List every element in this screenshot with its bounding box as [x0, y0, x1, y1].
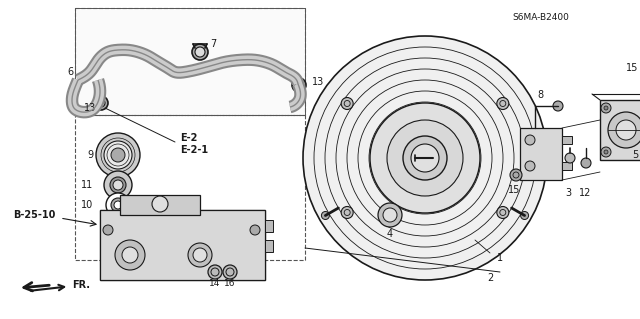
Text: E-2: E-2 [180, 133, 197, 143]
Circle shape [581, 158, 591, 168]
Text: 9: 9 [87, 150, 93, 160]
Bar [100, 210, 265, 280]
Text: 13: 13 [84, 103, 96, 113]
Circle shape [192, 44, 208, 60]
Text: 3: 3 [565, 188, 571, 198]
Circle shape [103, 225, 113, 235]
Circle shape [292, 78, 306, 92]
Text: 14: 14 [209, 278, 221, 287]
Circle shape [601, 147, 611, 157]
Bar [265, 240, 273, 252]
Circle shape [525, 161, 535, 171]
Text: 1: 1 [497, 253, 503, 263]
Text: 12: 12 [579, 188, 591, 198]
Circle shape [97, 99, 105, 107]
Circle shape [383, 208, 397, 222]
Circle shape [378, 203, 402, 227]
Bar [600, 100, 640, 160]
Text: 5: 5 [632, 150, 638, 160]
Circle shape [601, 103, 611, 113]
Circle shape [195, 47, 205, 57]
Circle shape [193, 248, 207, 262]
Text: 15: 15 [508, 185, 520, 195]
Circle shape [497, 98, 509, 109]
Circle shape [110, 177, 126, 193]
Circle shape [188, 243, 212, 267]
Circle shape [604, 150, 608, 154]
Text: 13: 13 [312, 77, 324, 87]
Circle shape [104, 141, 132, 169]
Circle shape [321, 211, 330, 219]
Circle shape [223, 265, 237, 279]
Circle shape [411, 144, 439, 172]
Bar [75, 8, 305, 115]
Bar [120, 195, 200, 215]
Bar [562, 162, 572, 170]
Circle shape [106, 193, 130, 217]
Circle shape [403, 136, 447, 180]
Circle shape [616, 120, 636, 140]
Circle shape [152, 196, 168, 212]
Bar [520, 128, 562, 180]
Text: 2: 2 [487, 273, 493, 283]
Text: 4: 4 [387, 229, 393, 239]
Circle shape [303, 36, 547, 280]
Text: 8: 8 [537, 90, 543, 100]
Text: S6MA-B2400: S6MA-B2400 [513, 13, 569, 22]
Circle shape [295, 81, 303, 89]
Circle shape [341, 206, 353, 219]
Text: 16: 16 [224, 278, 236, 287]
Circle shape [370, 103, 480, 213]
Circle shape [250, 225, 260, 235]
Circle shape [565, 153, 575, 163]
Text: 11: 11 [81, 180, 93, 190]
Bar [562, 136, 572, 144]
Bar [75, 8, 305, 115]
Circle shape [387, 120, 463, 196]
Circle shape [604, 106, 608, 110]
Circle shape [111, 198, 125, 212]
Text: FR.: FR. [31, 280, 90, 291]
Circle shape [497, 206, 509, 219]
Circle shape [96, 133, 140, 177]
Circle shape [608, 112, 640, 148]
Bar [75, 115, 305, 260]
Circle shape [115, 240, 145, 270]
Circle shape [520, 211, 529, 219]
Text: 10: 10 [81, 200, 93, 210]
Circle shape [510, 169, 522, 181]
Circle shape [553, 101, 563, 111]
Circle shape [114, 201, 122, 209]
Text: 6: 6 [67, 67, 73, 77]
Text: E-2-1: E-2-1 [180, 145, 208, 155]
Bar [265, 220, 273, 232]
FancyBboxPatch shape [100, 210, 265, 280]
Text: 15: 15 [626, 63, 638, 73]
Circle shape [525, 135, 535, 145]
Text: 7: 7 [210, 39, 216, 49]
Circle shape [341, 98, 353, 109]
Circle shape [111, 148, 125, 162]
Circle shape [208, 265, 222, 279]
Circle shape [94, 96, 108, 110]
Circle shape [104, 171, 132, 199]
Circle shape [122, 247, 138, 263]
Text: B-25-10: B-25-10 [13, 210, 55, 220]
Circle shape [113, 180, 123, 190]
